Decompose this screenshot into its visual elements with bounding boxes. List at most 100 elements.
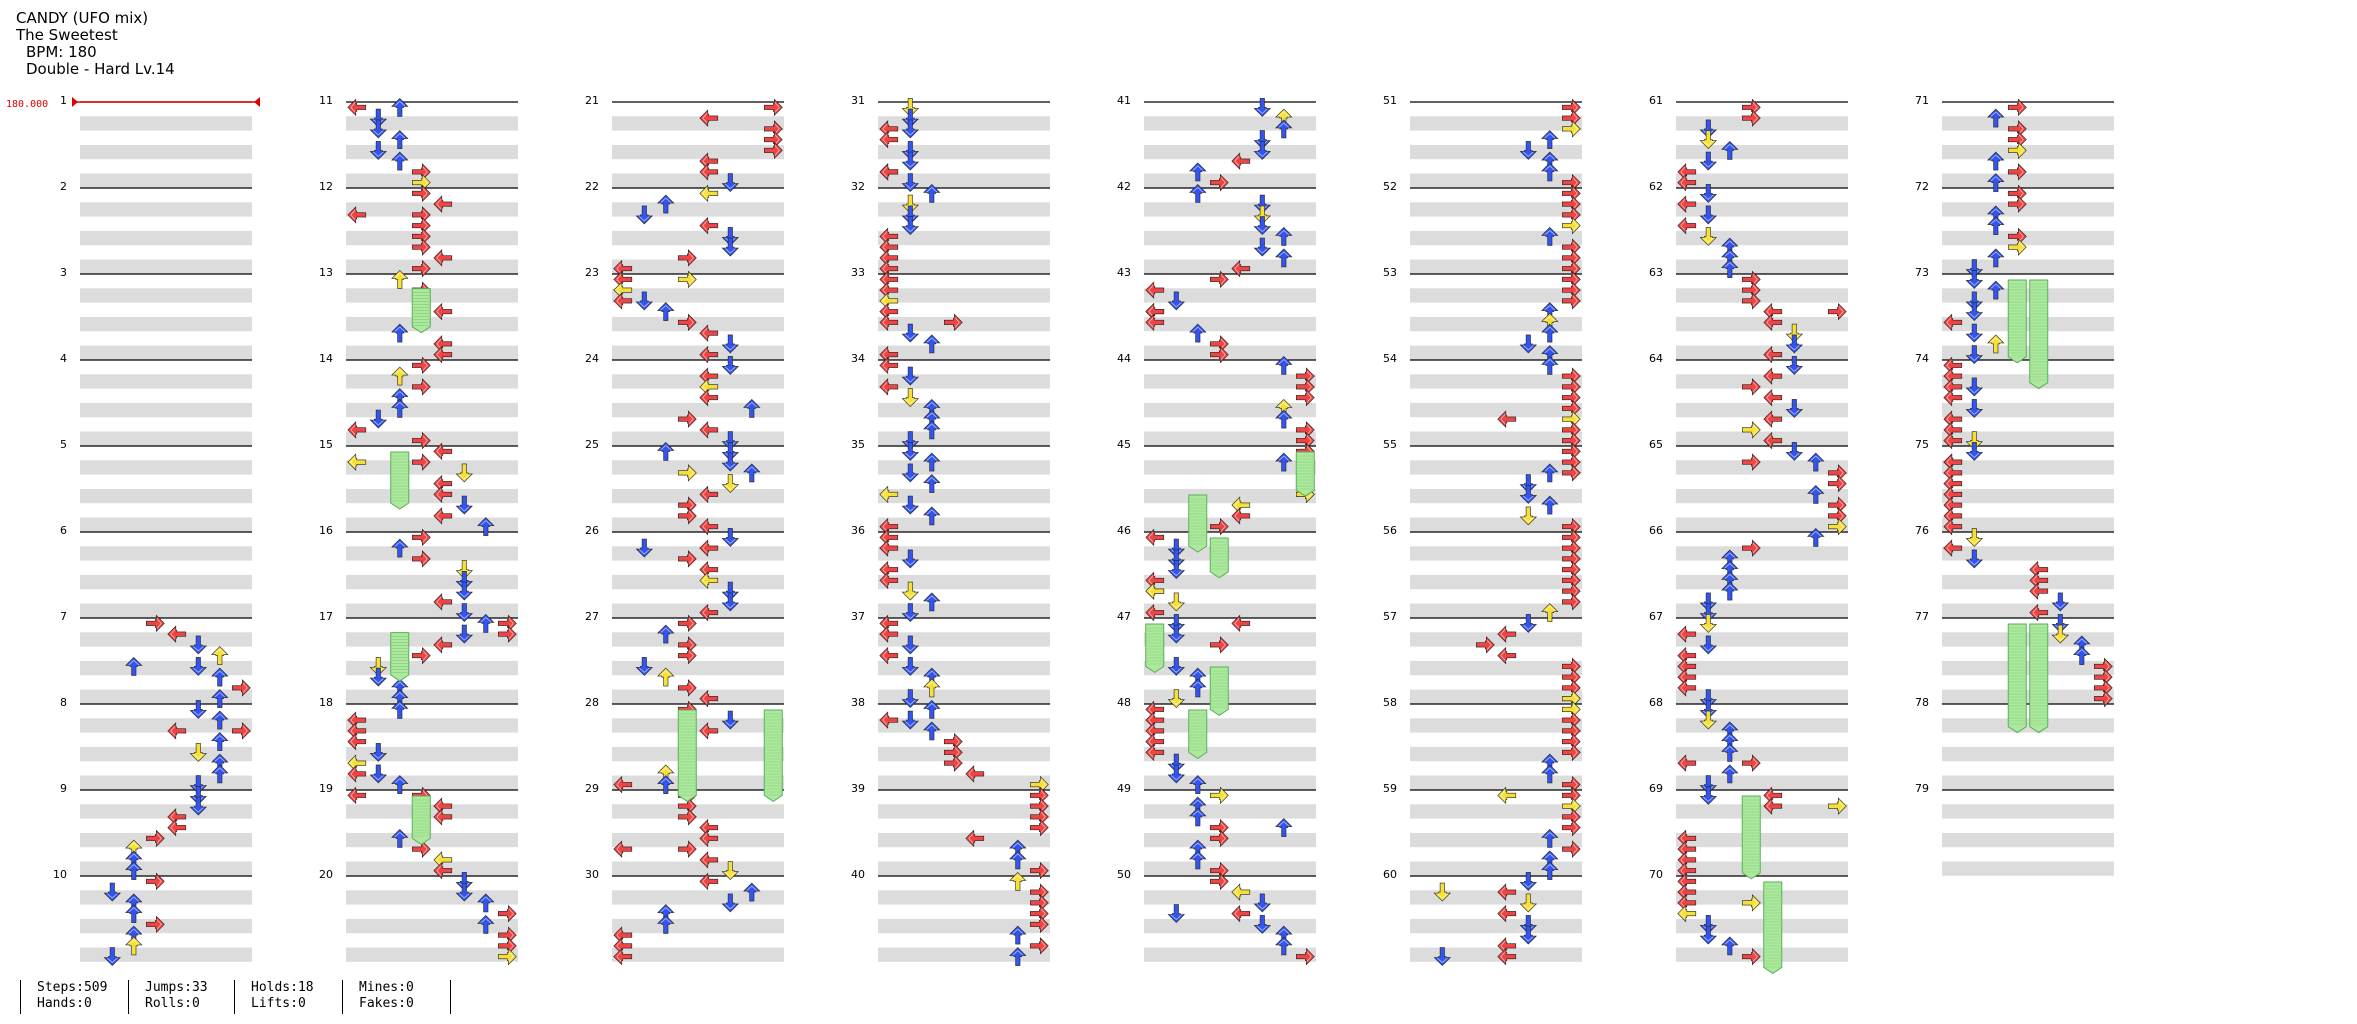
measure-41: 41 [1117,94,1316,188]
step-arrow-icon [901,366,920,386]
step-arrow-icon [455,624,474,644]
beat-band [1144,374,1316,389]
beat-band [80,718,252,733]
step-arrow-icon [2051,624,2070,644]
step-arrow-icon [923,506,941,526]
step-arrow-icon [1987,334,2005,354]
measure-number: 53 [1383,266,1397,279]
beat-band [1144,918,1316,934]
song-title: CANDY (UFO mix) [16,9,149,27]
measure-73: 73 [1915,266,2114,360]
beat-band [80,345,252,360]
step-arrow-icon [635,657,654,676]
step-arrow-icon [1699,614,1718,633]
measure-10: 10 [53,868,252,962]
step-arrow-icon [125,656,143,676]
measure-62: 62 [1649,180,1848,274]
beat-band [1942,460,2114,475]
beat-band [878,230,1050,246]
beat-band [1942,316,2114,332]
step-arrow-icon [677,808,697,826]
measure-4: 4 [60,352,252,446]
step-arrow-icon [1189,678,1207,698]
step-arrow-icon [923,452,941,472]
step-arrow-icon [879,163,899,181]
beat-band [80,947,252,962]
step-arrow-icon [1030,818,1049,837]
step-arrow-icon [391,366,409,386]
step-arrow-icon [125,904,143,923]
step-arrow-icon [2073,646,2091,665]
beat-band [878,775,1050,790]
step-arrow-icon [901,463,920,483]
measure-63: 63 [1649,266,1848,360]
step-arrow-icon [347,453,367,471]
measure-78: 78 [1915,696,2114,790]
step-arrow-icon [2008,98,2027,117]
beat-band [1144,947,1316,962]
beat-band [1410,402,1582,418]
step-arrow-icon [189,657,208,676]
beat-band [1942,660,2114,676]
beat-band [878,632,1050,647]
step-arrow-icon [699,539,719,557]
beat-band [80,746,252,762]
beat-band [612,230,784,246]
beat-band [878,460,1050,475]
beat-band [878,861,1050,876]
step-arrow-icon [347,206,367,224]
measure-number: 19 [319,782,333,795]
measure-number: 7 [60,610,67,623]
step-arrow-icon [1943,539,1963,557]
step-arrow-icon [657,302,675,321]
measure-number: 32 [851,180,865,193]
step-arrow-icon [699,603,719,622]
beat-band [612,288,784,303]
beat-band [1676,460,1848,475]
measure-number: 27 [585,610,599,623]
step-arrow-icon [347,98,367,117]
hold-note [1145,623,1165,674]
measure-9: 9 [60,782,252,876]
step-arrow-icon [1987,248,2005,268]
measure-54: 54 [1383,352,1582,446]
measure-31: 31 [851,94,1050,188]
step-arrow-icon [677,840,697,858]
step-arrow-icon [391,130,409,149]
measure-number: 8 [60,696,67,709]
beat-band [1144,488,1316,504]
beat-band [1942,144,2114,160]
step-arrow-icon [1030,861,1049,880]
measure-14: 14 [319,352,518,446]
step-arrow-icon [613,947,633,966]
step-arrow-icon [1189,807,1207,827]
step-arrow-icon [411,238,431,256]
beat-band [1942,746,2114,762]
measure-48: 48 [1117,696,1316,790]
step-arrow-icon [923,699,941,719]
stat-rolls: Rolls:0 [145,996,200,1011]
stats-jumps-rolls: Jumps:33 Rolls:0 [128,980,208,1014]
beat-band [1144,804,1316,819]
hold-note [411,795,431,846]
beat-band [1410,804,1582,819]
beat-band [346,374,518,389]
step-arrow-icon [1699,227,1718,246]
step-arrow-icon [635,291,654,311]
step-arrow-icon [923,678,941,698]
song-bpm: BPM: 180 [26,43,97,61]
step-arrow-icon [455,495,474,515]
beat-band [878,488,1050,504]
step-arrow-icon [1167,291,1186,311]
step-arrow-icon [391,828,409,848]
beat-band [346,718,518,733]
beat-band [1144,202,1316,217]
measure-69: 69 [1649,782,1848,876]
song-header: CANDY (UFO mix) The Sweetest BPM: 180 Do… [16,10,175,78]
step-arrow-icon [411,453,431,471]
step-arrow-icon [391,323,409,343]
step-arrow-icon [1965,323,1984,343]
hold-note [390,632,410,682]
step-arrow-icon [923,183,941,203]
hold-note [1209,666,1229,717]
